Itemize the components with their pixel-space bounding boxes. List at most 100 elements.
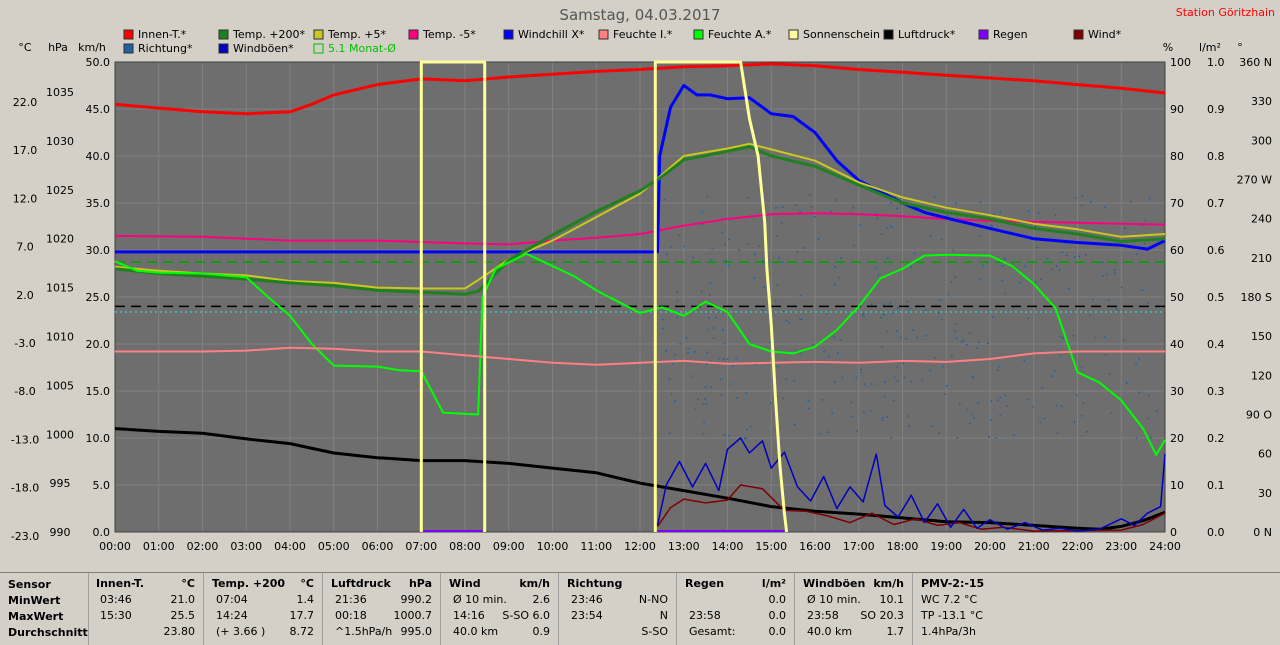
direction-dot [1081,415,1083,417]
direction-dot [952,249,955,252]
legend-label: Temp. +200* [232,28,306,41]
unit-deg: ° [1237,41,1243,54]
direction-dot [707,328,710,331]
direction-dot [1089,201,1092,203]
direction-dot [799,210,801,213]
percent-tick-label: 50 [1170,291,1184,304]
direction-dot [782,397,785,399]
direction-dot [670,245,672,248]
legend-swatch [408,29,419,40]
celsius-tick-label: 2.0 [16,289,34,302]
x-tick-label: 04:00 [274,540,306,553]
direction-dot [728,434,731,437]
direction-dot [743,437,746,440]
direction-dot [1150,436,1152,439]
direction-dot [709,360,712,362]
unit-lm2: l/m² [1199,41,1221,54]
direction-dot [708,317,710,319]
direction-dot [818,432,821,435]
direction-dot [1138,391,1141,394]
direction-dot [1115,308,1118,310]
lm2-tick-label: 0.7 [1207,197,1225,210]
direction-dot [1135,253,1138,255]
temp-unit: °C [300,577,314,590]
direction-dot [882,314,885,316]
direction-dot [893,376,896,379]
direction-dot [870,409,873,412]
direction-dot [876,217,879,220]
direction-dot [817,238,820,240]
direction-dot [807,407,810,410]
direction-dot [709,293,711,296]
direction-dot [803,247,806,249]
direction-dot [998,365,1000,368]
temp-row-left: 14:24 [216,609,248,622]
axes: 00:00 01:00 02:00 03:00 04:00 05:00 06:00 07:00… [11,56,1273,553]
direction-dot [1058,268,1061,271]
wind-row-left: 40.0 km [453,625,499,638]
direction-dot [880,233,883,235]
wind-row-left: 14:16 [453,609,485,622]
direction-dot [769,402,772,405]
row-label-min: MinWert [8,594,61,607]
direction-dot [785,378,788,381]
direction-dot [679,342,682,345]
druck-head: Luftdruck [331,577,391,590]
boeen-row-left: 40.0 km [807,625,853,638]
percent-tick-label: 80 [1170,150,1184,163]
lm2-tick-label: 1.0 [1207,56,1225,69]
direction-dot [882,303,885,306]
direction-dot [769,341,771,344]
direction-dot [683,245,686,248]
direction-dot [987,342,989,344]
deg-tick-label: 120 [1251,369,1272,382]
pmv-head: PMV-2:-15 [921,577,985,590]
direction-dot [1103,336,1106,339]
direction-dot [710,386,712,388]
direction-dot [860,368,862,371]
direction-dot [999,414,1001,417]
direction-dot [881,416,884,419]
direction-dot [896,366,898,369]
unit-percent: % [1163,41,1173,54]
x-tick-label: 07:00 [405,540,437,553]
percent-tick-label: 30 [1170,385,1184,398]
x-tick-label: 23:00 [1105,540,1137,553]
direction-dot [1027,210,1030,212]
x-tick-label: 03:00 [230,540,262,553]
direction-dot [668,432,671,434]
richtung-row-right: N [659,609,668,622]
legend-swatch [788,29,799,40]
deg-tick-label: 360 N [1239,56,1272,69]
deg-tick-label: 180 S [1241,291,1272,304]
direction-dot [887,257,889,260]
direction-dot [976,347,978,350]
direction-dot [1046,258,1049,260]
direction-dot [859,224,862,226]
series-line [419,60,487,532]
pmv-row: 1.4hPa/3h [921,625,977,638]
hpa-tick-label: 1015 [46,282,74,295]
direction-dot [896,307,899,309]
stats-table: Sensor MinWert MaxWert Durchschnitt Inne… [0,572,1280,645]
hpa-tick-label: 1020 [46,233,74,246]
direction-dot [941,318,943,321]
direction-dot [808,193,811,196]
percent-tick-label: 60 [1170,244,1184,257]
legend-swatch [313,29,324,40]
direction-dot [722,329,724,332]
druck-unit: hPa [408,577,432,590]
direction-dot [972,375,974,378]
direction-dot [881,419,884,422]
direction-dot [978,235,981,237]
legend: Innen-T.*Richtung* Temp. +200*Windböen* Te… [123,28,1122,55]
direction-dot [812,343,814,346]
direction-dot [910,266,912,268]
direction-dot [916,336,918,339]
boeen-head: Windböen [803,577,866,590]
celsius-tick-label: -13.0 [11,433,39,446]
legend-swatch [218,29,229,40]
direction-dot [955,202,957,204]
direction-dot [720,394,723,396]
direction-dot [727,264,730,267]
